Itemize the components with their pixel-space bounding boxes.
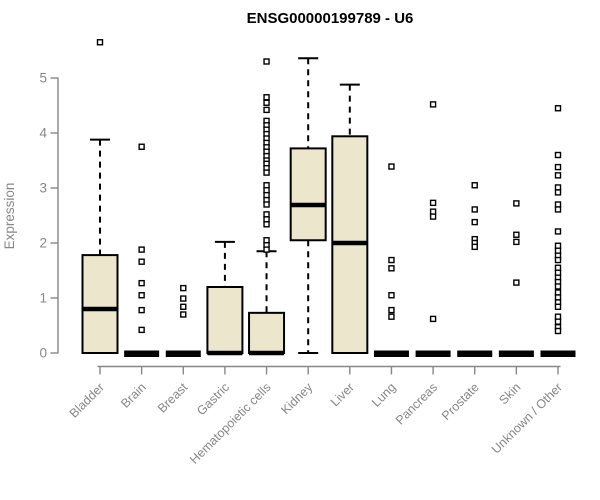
outlier-point-pancreas [429, 199, 437, 207]
y-tick-label-1: 1 [39, 291, 47, 306]
outlier-point-unknown-other [554, 172, 562, 179]
x-tick-label-prostate: Prostate [439, 380, 482, 423]
collapsed-box-prostate [457, 350, 493, 357]
x-tick-label-skin: Skin [496, 380, 523, 407]
outlier-point-unknown-other [554, 163, 562, 171]
x-tick-label-gastric: Gastric [194, 380, 232, 418]
y-tick-label-5: 5 [39, 71, 47, 86]
outlier-point-unknown-other [554, 264, 562, 271]
x-tick-label-bladder: Bladder [67, 380, 107, 420]
outlier-point-brain [138, 143, 145, 150]
x-tick-label-liver: Liver [328, 380, 357, 409]
x-tick-label-hematopoietic-cells: Hematopoietic cells [187, 380, 274, 467]
outlier-point-prostate [471, 218, 478, 226]
y-tick-label-3: 3 [39, 181, 47, 196]
outlier-point-unknown-other [554, 206, 562, 213]
outlier-point-hematopoietic-cells [263, 99, 270, 106]
outlier-point-lung [388, 306, 395, 314]
outlier-point-unknown-other [554, 256, 562, 264]
outlier-point-hematopoietic-cells [263, 106, 270, 114]
outlier-point-hematopoietic-cells [263, 191, 270, 199]
outlier-point-prostate [471, 182, 478, 189]
outlier-point-prostate [471, 243, 478, 251]
outlier-point-skin [513, 238, 520, 246]
box-gastric [206, 286, 244, 354]
outlier-point-unknown-other [554, 189, 562, 196]
collapsed-box-pancreas [415, 350, 451, 357]
collapsed-box-brain [124, 350, 160, 357]
outlier-point-unknown-other [554, 105, 562, 112]
outlier-point-hematopoietic-cells [263, 169, 270, 176]
box-hematopoietic-cells [248, 311, 286, 355]
outlier-point-unknown-other [554, 289, 562, 296]
outlier-point-brain [138, 246, 145, 253]
y-tick-label-2: 2 [39, 236, 47, 251]
collapsed-box-breast [165, 350, 201, 357]
y-tick-label-0: 0 [39, 346, 47, 361]
outlier-point-unknown-other [554, 327, 562, 335]
y-tick-label-4: 4 [39, 126, 47, 141]
outlier-point-skin [513, 231, 520, 238]
box-bladder [81, 254, 119, 355]
collapsed-box-unknown-other [540, 350, 576, 357]
chart-title: ENSG00000199789 - U6 [247, 10, 414, 27]
outlier-point-lung [388, 163, 395, 170]
outlier-point-pancreas [429, 101, 437, 108]
outlier-point-pancreas [429, 315, 437, 323]
outlier-point-hematopoietic-cells [263, 201, 270, 208]
outlier-point-hematopoietic-cells [263, 94, 270, 101]
outlier-point-breast [180, 303, 187, 310]
x-tick-label-unknown-other: Unknown / Other [489, 380, 565, 456]
outlier-point-lung [388, 265, 395, 272]
outlier-point-pancreas [429, 213, 437, 220]
outlier-point-brain [138, 292, 145, 299]
outlier-point-bladder [96, 39, 104, 46]
outlier-point-brain [138, 326, 145, 334]
outlier-point-unknown-other [554, 228, 562, 235]
outlier-point-brain [138, 258, 145, 265]
outlier-point-skin [513, 279, 520, 286]
box-kidney [289, 147, 327, 242]
outlier-point-hematopoietic-cells [263, 246, 270, 253]
outlier-point-lung [388, 313, 395, 320]
outlier-point-pancreas [429, 208, 437, 215]
outlier-point-skin [513, 200, 520, 207]
x-tick-label-lung: Lung [369, 380, 399, 410]
outlier-point-unknown-other [554, 303, 562, 310]
outlier-point-unknown-other [554, 283, 562, 290]
outlier-point-breast [180, 284, 187, 292]
outlier-point-lung [388, 292, 395, 299]
outlier-point-brain [138, 279, 145, 287]
outlier-point-breast [180, 295, 187, 302]
outlier-point-brain [138, 306, 145, 314]
outlier-point-hematopoietic-cells [263, 58, 270, 65]
x-tick-label-pancreas: Pancreas [393, 380, 440, 427]
outlier-point-hematopoietic-cells [263, 221, 270, 228]
x-tick-label-breast: Breast [155, 380, 191, 416]
collapsed-box-skin [498, 350, 534, 357]
x-tick-label-kidney: Kidney [278, 380, 315, 417]
outlier-point-unknown-other [554, 318, 562, 325]
collapsed-box-lung [373, 350, 409, 357]
x-tick-label-brain: Brain [118, 380, 149, 411]
y-axis-title: Expression [2, 183, 17, 250]
outlier-point-prostate [471, 206, 478, 213]
outlier-point-breast [180, 311, 187, 318]
outlier-point-hematopoietic-cells [263, 211, 270, 218]
outlier-point-unknown-other [554, 151, 562, 159]
outlier-point-lung [388, 256, 395, 264]
plot-area: 0 1 2 3 4 5 Bladder Brain Breast GastricHematopoi… [39, 39, 576, 467]
